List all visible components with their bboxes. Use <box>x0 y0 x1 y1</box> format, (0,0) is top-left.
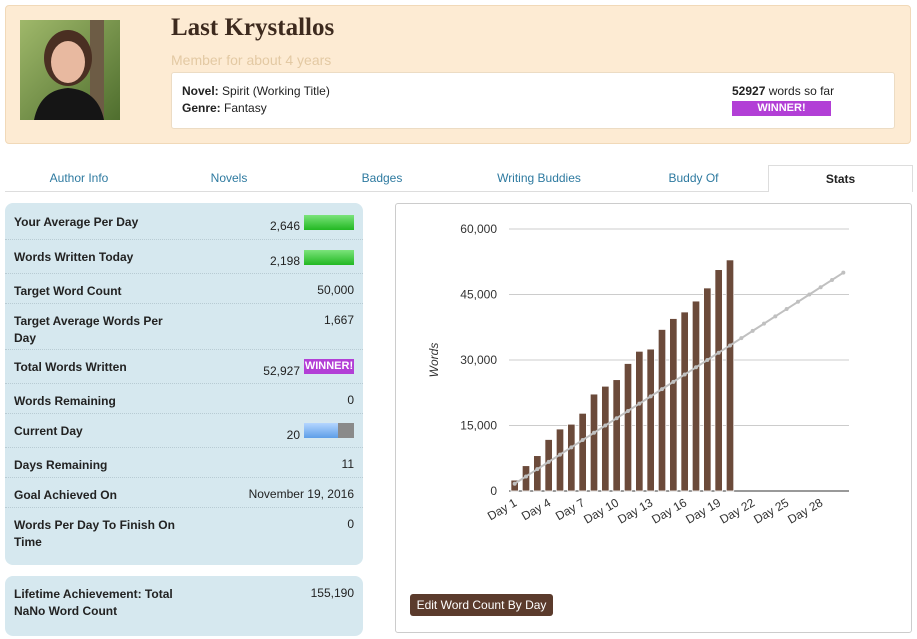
genre-line: Genre: Fantasy <box>182 101 267 115</box>
stat-row: Words Written Today 2,198 <box>5 240 363 274</box>
winner-badge: WINNER! <box>732 101 831 116</box>
stat-row: Goal Achieved On November 19, 2016 <box>5 478 363 508</box>
progress-bar <box>304 215 354 230</box>
chart-panel <box>395 203 912 633</box>
stat-value: 20 <box>286 428 300 442</box>
tab[interactable]: Buddy Of <box>619 165 768 192</box>
stat-label: Days Remaining <box>14 458 108 472</box>
stat-label: Goal Achieved On <box>14 488 117 502</box>
stat-row: Target Average Words Per Day 1,667 <box>5 304 363 350</box>
stat-value: 52,927 <box>263 364 300 378</box>
genre: Fantasy <box>224 101 267 115</box>
stat-row: Target Word Count 50,000 <box>5 274 363 304</box>
tab[interactable]: Novels <box>153 165 305 192</box>
stat-value: 0 <box>347 393 354 407</box>
author-name: Last Krystallos <box>171 14 335 41</box>
stat-label: Target Average Words Per Day <box>14 314 163 345</box>
stat-label: Your Average Per Day <box>14 215 139 229</box>
stat-row: Your Average Per Day 2,646 <box>5 205 363 240</box>
stat-row: Current Day 20 <box>5 414 363 448</box>
stat-label: Words Remaining <box>14 394 116 408</box>
stat-value: 2,646 <box>269 219 300 233</box>
stat-row: Total Words Written 52,927 WINNER! <box>5 350 363 384</box>
word-count-suffix: words so far <box>768 84 835 98</box>
tab[interactable]: Badges <box>305 165 459 192</box>
word-count-line: 52927 words so far <box>732 84 834 98</box>
progress-remaining <box>338 423 354 438</box>
novel-box: Novel: Spirit (Working Title) Genre: Fan… <box>171 72 895 129</box>
stat-value: November 19, 2016 <box>248 487 354 501</box>
stat-label: Target Word Count <box>14 284 122 298</box>
lifetime-panel: Lifetime Achievement: Total NaNo Word Co… <box>5 576 363 636</box>
winner-badge: WINNER! <box>304 359 354 374</box>
lifetime-value: 155,190 <box>310 586 354 600</box>
stat-label: Total Words Written <box>14 360 127 374</box>
member-since: Member for about 4 years <box>171 52 332 68</box>
edit-button[interactable]: Edit Word Count By Day <box>410 594 553 616</box>
stat-value: 2,198 <box>269 254 300 268</box>
stat-label: Words Per Day To Finish On Time <box>14 518 175 549</box>
novel-line: Novel: Spirit (Working Title) <box>182 84 330 98</box>
stat-value: 11 <box>341 457 354 471</box>
novel-label: Novel: <box>182 84 219 98</box>
tab[interactable]: Stats <box>768 165 913 192</box>
stat-value: 0 <box>347 517 354 531</box>
stat-row: Words Per Day To Finish On Time 0 <box>5 508 363 554</box>
progress-bar <box>304 423 338 438</box>
genre-label: Genre: <box>182 101 221 115</box>
stat-label: Words Written Today <box>14 250 134 264</box>
stats-panel <box>5 203 363 565</box>
novel-title: Spirit (Working Title) <box>222 84 330 98</box>
stat-value: 50,000 <box>317 283 354 297</box>
stat-value: 1,667 <box>323 313 354 327</box>
stat-row: Days Remaining 11 <box>5 448 363 478</box>
tab[interactable]: Author Info <box>5 165 153 192</box>
tab[interactable]: Writing Buddies <box>459 165 619 192</box>
stat-row: Words Remaining 0 <box>5 384 363 414</box>
stat-label: Current Day <box>14 424 83 438</box>
avatar <box>20 20 120 120</box>
word-count: 52927 <box>732 84 766 98</box>
lifetime-label: Lifetime Achievement: Total NaNo Word Co… <box>14 587 173 618</box>
progress-bar <box>304 250 354 265</box>
